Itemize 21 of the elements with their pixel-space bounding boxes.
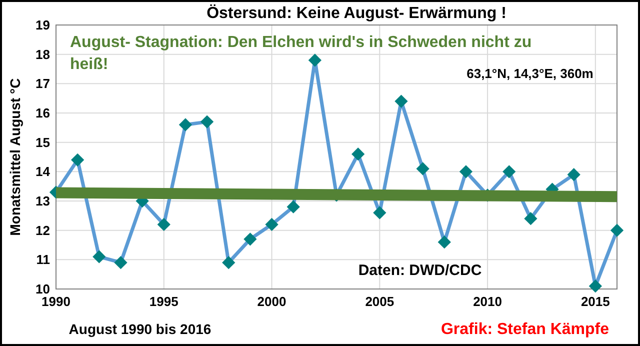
y-tick-label: 12 [36,222,50,238]
x-axis-title: August 1990 bis 2016 [68,321,212,337]
x-tick-label: 1995 [149,294,178,309]
y-tick-label: 14 [36,164,51,180]
y-tick-label: 18 [36,46,50,62]
x-tick-label: 2005 [365,294,394,309]
y-tick-label: 10 [36,282,50,297]
y-tick-label: 17 [36,76,50,92]
text: Grafik: Stefan Kämpfe [440,321,610,338]
x-tick-label: 2010 [473,294,502,309]
y-tick-label: 16 [36,106,50,121]
x-tick-label: 2015 [580,294,610,309]
y-tick-label: 15 [36,134,50,150]
x-tick-label: 2000 [257,294,286,309]
y-tick-label: 13 [36,194,50,209]
y-tick-label: 11 [36,252,50,268]
chart-title: Östersund: Keine August- Erwärmung ! [206,4,506,22]
y-axis-title: Monatsmittel August °C [7,78,23,236]
x-tick-label: 1990 [42,294,70,309]
y-tick-label: 19 [36,18,50,33]
annotation: Daten: DWD/CDC [358,262,482,279]
